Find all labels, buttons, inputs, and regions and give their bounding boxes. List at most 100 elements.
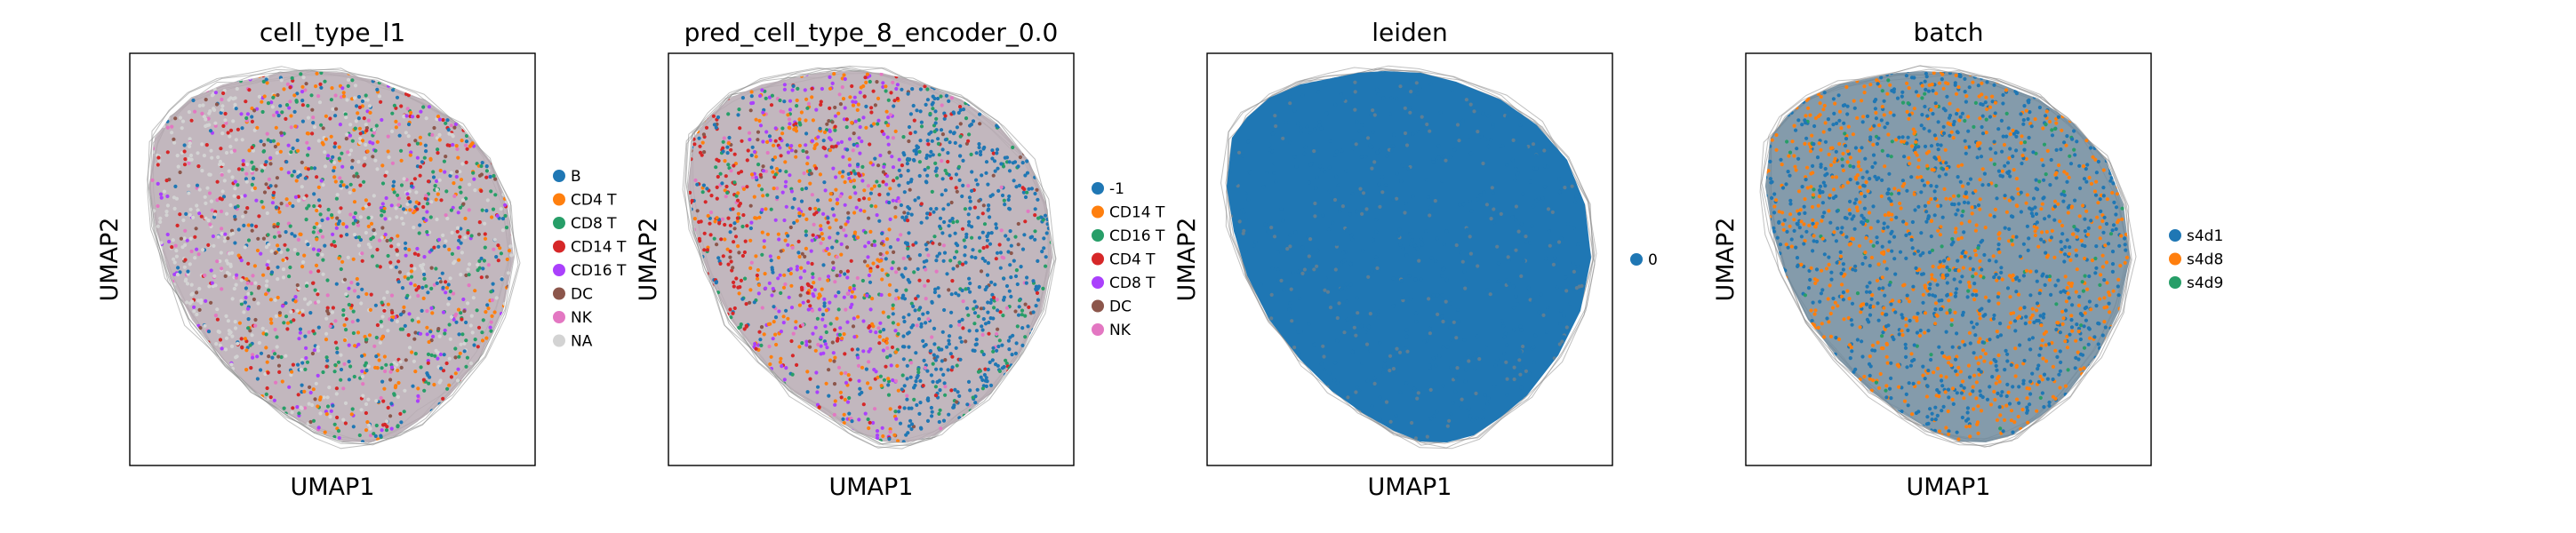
cell-point [225,211,229,216]
cell-point [985,89,989,93]
cell-point [1040,139,1044,143]
cell-point [1036,76,1040,80]
cell-point [1040,342,1044,346]
cell-point [975,387,980,392]
cell-point [1022,233,1027,237]
cell-point [706,213,710,219]
cell-point [371,72,375,76]
cell-point [499,251,503,256]
cell-point [948,352,953,356]
legend-item: CD16 T [553,262,627,280]
cell-point [331,155,335,159]
cell-point [509,253,514,258]
cell-point [498,71,502,76]
cell-point [289,320,293,324]
cell-point [972,299,977,304]
cell-point [164,71,168,76]
cell-point [1007,120,1012,124]
cell-point [972,311,978,315]
cell-point [796,251,801,255]
cell-point [489,329,493,333]
cell-point [263,371,268,377]
cell-point [688,382,692,386]
cell-point [188,301,192,306]
cell-point [847,163,852,168]
cell-point [350,78,355,83]
cell-point [406,333,411,338]
cell-point [438,280,443,284]
cell-point [360,287,364,291]
cell-point [176,266,180,270]
cell-point [228,272,232,276]
cell-point [693,431,698,435]
cell-point [183,228,188,233]
cell-point [360,251,364,256]
cell-point [150,266,155,271]
cell-point [460,198,466,203]
cell-point [866,417,870,422]
cell-point [874,204,878,209]
cell-point [683,251,686,255]
cell-point [210,208,214,212]
cell-point [1029,187,1034,191]
cell-point [784,204,788,209]
cell-point [255,354,260,359]
cell-point [468,262,472,266]
cell-point [772,305,776,309]
cell-point [359,408,364,412]
cell-point [949,310,954,314]
cell-point [832,382,837,386]
cell-point [885,174,890,179]
cell-point [924,216,929,220]
cell-point [683,391,686,394]
cell-point [820,424,825,428]
cell-point [987,203,991,208]
cell-point [743,78,748,83]
cell-point [233,384,238,388]
cell-point [246,326,251,330]
cell-point [963,244,967,250]
cell-point [938,408,942,412]
cell-point [737,251,741,255]
cell-point [739,360,743,365]
cell-point [724,174,728,179]
cell-point [997,243,1002,247]
cell-point [172,429,177,434]
cell-point [310,402,315,408]
cell-point [798,275,803,280]
cell-point [388,414,393,418]
cell-point [894,289,899,293]
cell-point [152,371,156,376]
cell-point [1020,343,1025,347]
cell-point [373,148,378,153]
cell-point [373,434,378,439]
cell-point [862,188,867,193]
cell-point [888,407,892,411]
cell-point [384,428,389,433]
cell-point [736,191,740,195]
cell-point [923,84,927,89]
cell-point [727,357,732,362]
cell-point [435,281,439,285]
cell-point [492,247,496,251]
cell-point [805,162,810,166]
cell-point [1007,289,1012,293]
cell-point [287,274,292,279]
cell-point [142,436,146,440]
cell-point [411,115,415,119]
cell-point [819,418,823,423]
cell-point [982,372,987,378]
cell-point [916,266,920,271]
cell-point [421,433,426,437]
legend-item: CD14 T [553,239,627,257]
cell-point [728,230,732,235]
cell-point [247,423,252,427]
cell-point [415,141,420,146]
cell-point [208,222,212,227]
y-axis-label: UMAP2 [96,218,124,302]
cell-point [716,428,720,433]
cell-point [444,239,448,243]
cell-point [751,378,756,382]
cell-point [441,233,445,237]
